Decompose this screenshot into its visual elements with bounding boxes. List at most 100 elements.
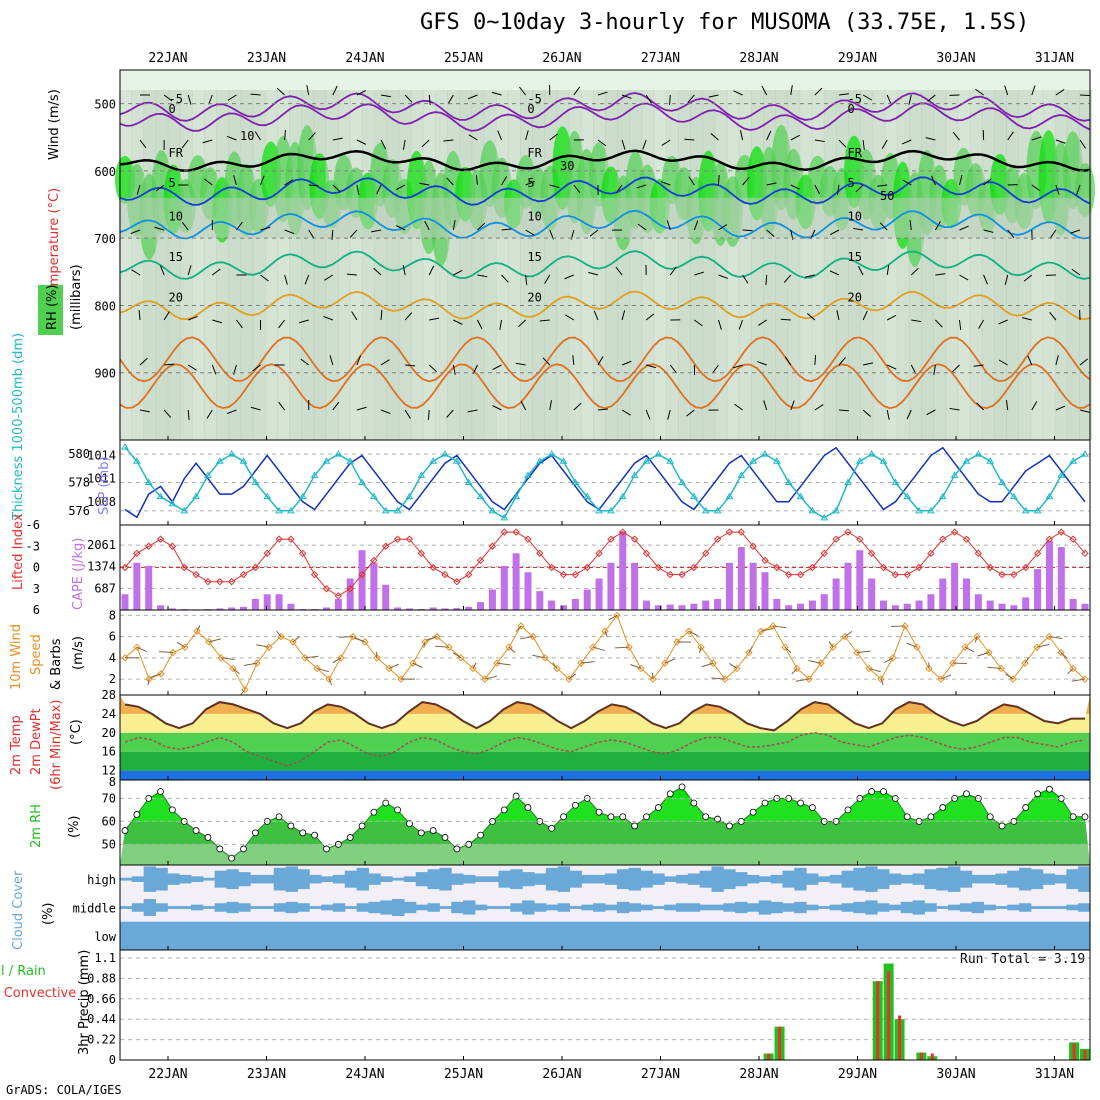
- cloud-bar-low: [297, 921, 310, 950]
- cloud-bar-low: [959, 921, 973, 950]
- cloud-bar-high: [924, 869, 937, 890]
- wind-barb: [1027, 355, 1033, 366]
- temperature-contour-low: [119, 336, 1091, 383]
- temp-tick-label: 28: [102, 688, 116, 702]
- cloud-bar-high: [143, 866, 156, 892]
- rh-marker: [358, 822, 366, 830]
- rh-column: [714, 90, 728, 440]
- date-label-top: 22JAN: [148, 51, 187, 66]
- li-marker: [784, 570, 793, 579]
- cloud-bar-high: [912, 873, 925, 885]
- wind-barb: [588, 271, 599, 276]
- rh-marker: [678, 783, 686, 791]
- wind-barb: [284, 229, 295, 235]
- ylabel-wind-units: (m/s): [71, 636, 86, 670]
- rh-marker: [169, 806, 176, 814]
- wind-speed-marker: [613, 611, 621, 620]
- cape-bar: [832, 578, 840, 610]
- wind-barb: [734, 403, 743, 411]
- rh-marker: [275, 813, 283, 821]
- cape-bar: [654, 605, 662, 610]
- cloud-bar-high: [131, 876, 145, 882]
- cloud-bar-middle: [368, 901, 381, 914]
- rh-marker: [702, 813, 710, 821]
- dewpoint-line: [124, 732, 1086, 767]
- wind-barb-10m: [276, 630, 282, 637]
- wind-barb: [766, 229, 775, 237]
- thickness-marker: [808, 506, 817, 514]
- thickness-marker: [938, 492, 947, 500]
- cloud-bar-low: [924, 921, 937, 950]
- wind-tick-label: 4: [109, 651, 116, 665]
- li-marker: [856, 535, 864, 543]
- cloud-bar-low: [687, 921, 701, 950]
- wind-barb: [573, 184, 581, 194]
- wind-barb-10m: [964, 646, 975, 653]
- cape-bar: [121, 594, 129, 610]
- wind-barb: [356, 355, 361, 366]
- wind-barb: [1076, 184, 1081, 195]
- wind-barb: [1007, 229, 1015, 239]
- wind-barb: [254, 131, 261, 141]
- cloud-bar-high: [392, 877, 405, 881]
- cloud-bar-low: [368, 921, 381, 950]
- temp-band: [120, 751, 1090, 771]
- cloud-bar-middle: [522, 900, 535, 915]
- thickness-marker: [701, 506, 710, 514]
- wind-barb-10m: [844, 630, 853, 637]
- wind-barb: [181, 139, 189, 149]
- cape-bar: [133, 562, 141, 610]
- wind-speed-marker: [697, 643, 705, 651]
- wind-barb: [351, 311, 358, 321]
- cape-bar: [358, 550, 366, 610]
- wind-barb: [250, 406, 261, 411]
- rh-column: [386, 90, 400, 440]
- cloud-bar-high: [1007, 870, 1020, 888]
- wind-barb: [331, 229, 334, 241]
- cape-bar: [441, 608, 449, 610]
- contour-label: -5: [169, 92, 183, 106]
- cloud-bar-high: [888, 873, 902, 885]
- thickness-marker: [832, 506, 840, 514]
- wind-barb: [155, 184, 165, 192]
- cape-bar: [251, 598, 259, 610]
- wind-barb: [573, 86, 581, 96]
- cape-bar: [1057, 547, 1065, 610]
- wind-barb-10m: [423, 641, 426, 648]
- wind-barb-10m: [868, 667, 881, 673]
- wind-speed-marker: [493, 659, 501, 667]
- wind-barb: [621, 360, 632, 366]
- wind-barb: [298, 319, 309, 324]
- cloud-bar-middle: [297, 903, 310, 912]
- li-marker: [630, 535, 639, 543]
- wind-barb: [661, 139, 671, 146]
- cloud-bar-high: [616, 869, 630, 890]
- wind-barb: [139, 357, 148, 366]
- thickness-marker: [690, 492, 698, 500]
- rh-line: [124, 786, 1085, 859]
- cloud-bar-high: [746, 874, 760, 884]
- cloud-bar-low: [498, 921, 511, 950]
- date-label-top: 25JAN: [444, 51, 483, 66]
- temp-band: [120, 732, 1090, 752]
- wind-barb: [515, 362, 526, 366]
- thickness-marker: [867, 450, 876, 457]
- wind-barb: [356, 406, 367, 411]
- thickness-marker: [844, 478, 852, 485]
- wind-speed-marker: [301, 654, 309, 662]
- precip-tick-label: 0.44: [87, 1012, 116, 1026]
- cape-bar: [1045, 540, 1053, 610]
- li-marker: [417, 549, 426, 558]
- thickness-marker: [204, 471, 212, 478]
- wind-barb-10m: [891, 625, 906, 627]
- li-marker: [393, 535, 402, 543]
- wind-barb: [597, 356, 604, 366]
- wind-barb: [130, 229, 141, 235]
- cloud-bar-low: [735, 921, 748, 950]
- date-label-top: 30JAN: [936, 51, 975, 66]
- wind-barb: [739, 130, 744, 141]
- wind-speed-marker: [1021, 659, 1029, 667]
- wind-barb: [1055, 139, 1066, 144]
- wind-speed-marker: [601, 627, 609, 635]
- cloud-bar-middle: [770, 901, 783, 914]
